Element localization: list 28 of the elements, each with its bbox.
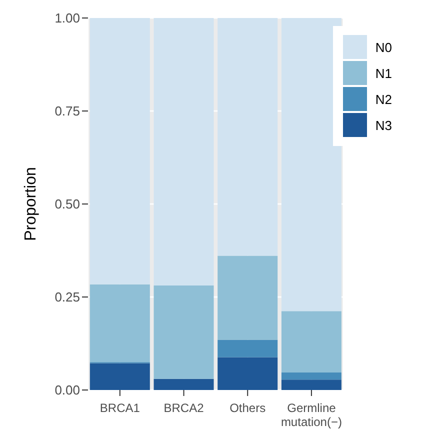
x-tick-label: Germline mutation(−)	[280, 401, 342, 429]
y-tick-label: 0.25	[54, 290, 80, 305]
legend-label: N2	[375, 92, 392, 106]
bar	[90, 363, 150, 390]
legend-label: N3	[375, 118, 392, 132]
bar	[218, 18, 278, 256]
bar	[90, 284, 150, 362]
bar	[218, 256, 278, 340]
bar	[281, 18, 342, 312]
bar	[154, 378, 214, 390]
y-tick-label: 1.00	[54, 10, 80, 26]
bar	[154, 18, 214, 286]
legend-label: N1	[375, 66, 392, 80]
x-tick-label: Others	[230, 401, 266, 415]
x-tick-label: BRCA2	[164, 401, 204, 415]
bar	[154, 285, 214, 379]
legend-label: N0	[375, 40, 392, 54]
bar	[90, 18, 150, 284]
y-axis-title: Proportion	[22, 167, 40, 241]
y-tick-label: 0.00	[54, 382, 80, 398]
bar	[281, 372, 342, 380]
y-tick-label: 0.75	[54, 104, 80, 119]
bar	[281, 311, 342, 373]
y-tick-label: 0.50	[54, 196, 80, 212]
bar	[218, 340, 278, 358]
x-tick-label: BRCA1	[100, 401, 140, 415]
bar	[218, 357, 278, 390]
bar	[281, 380, 342, 390]
